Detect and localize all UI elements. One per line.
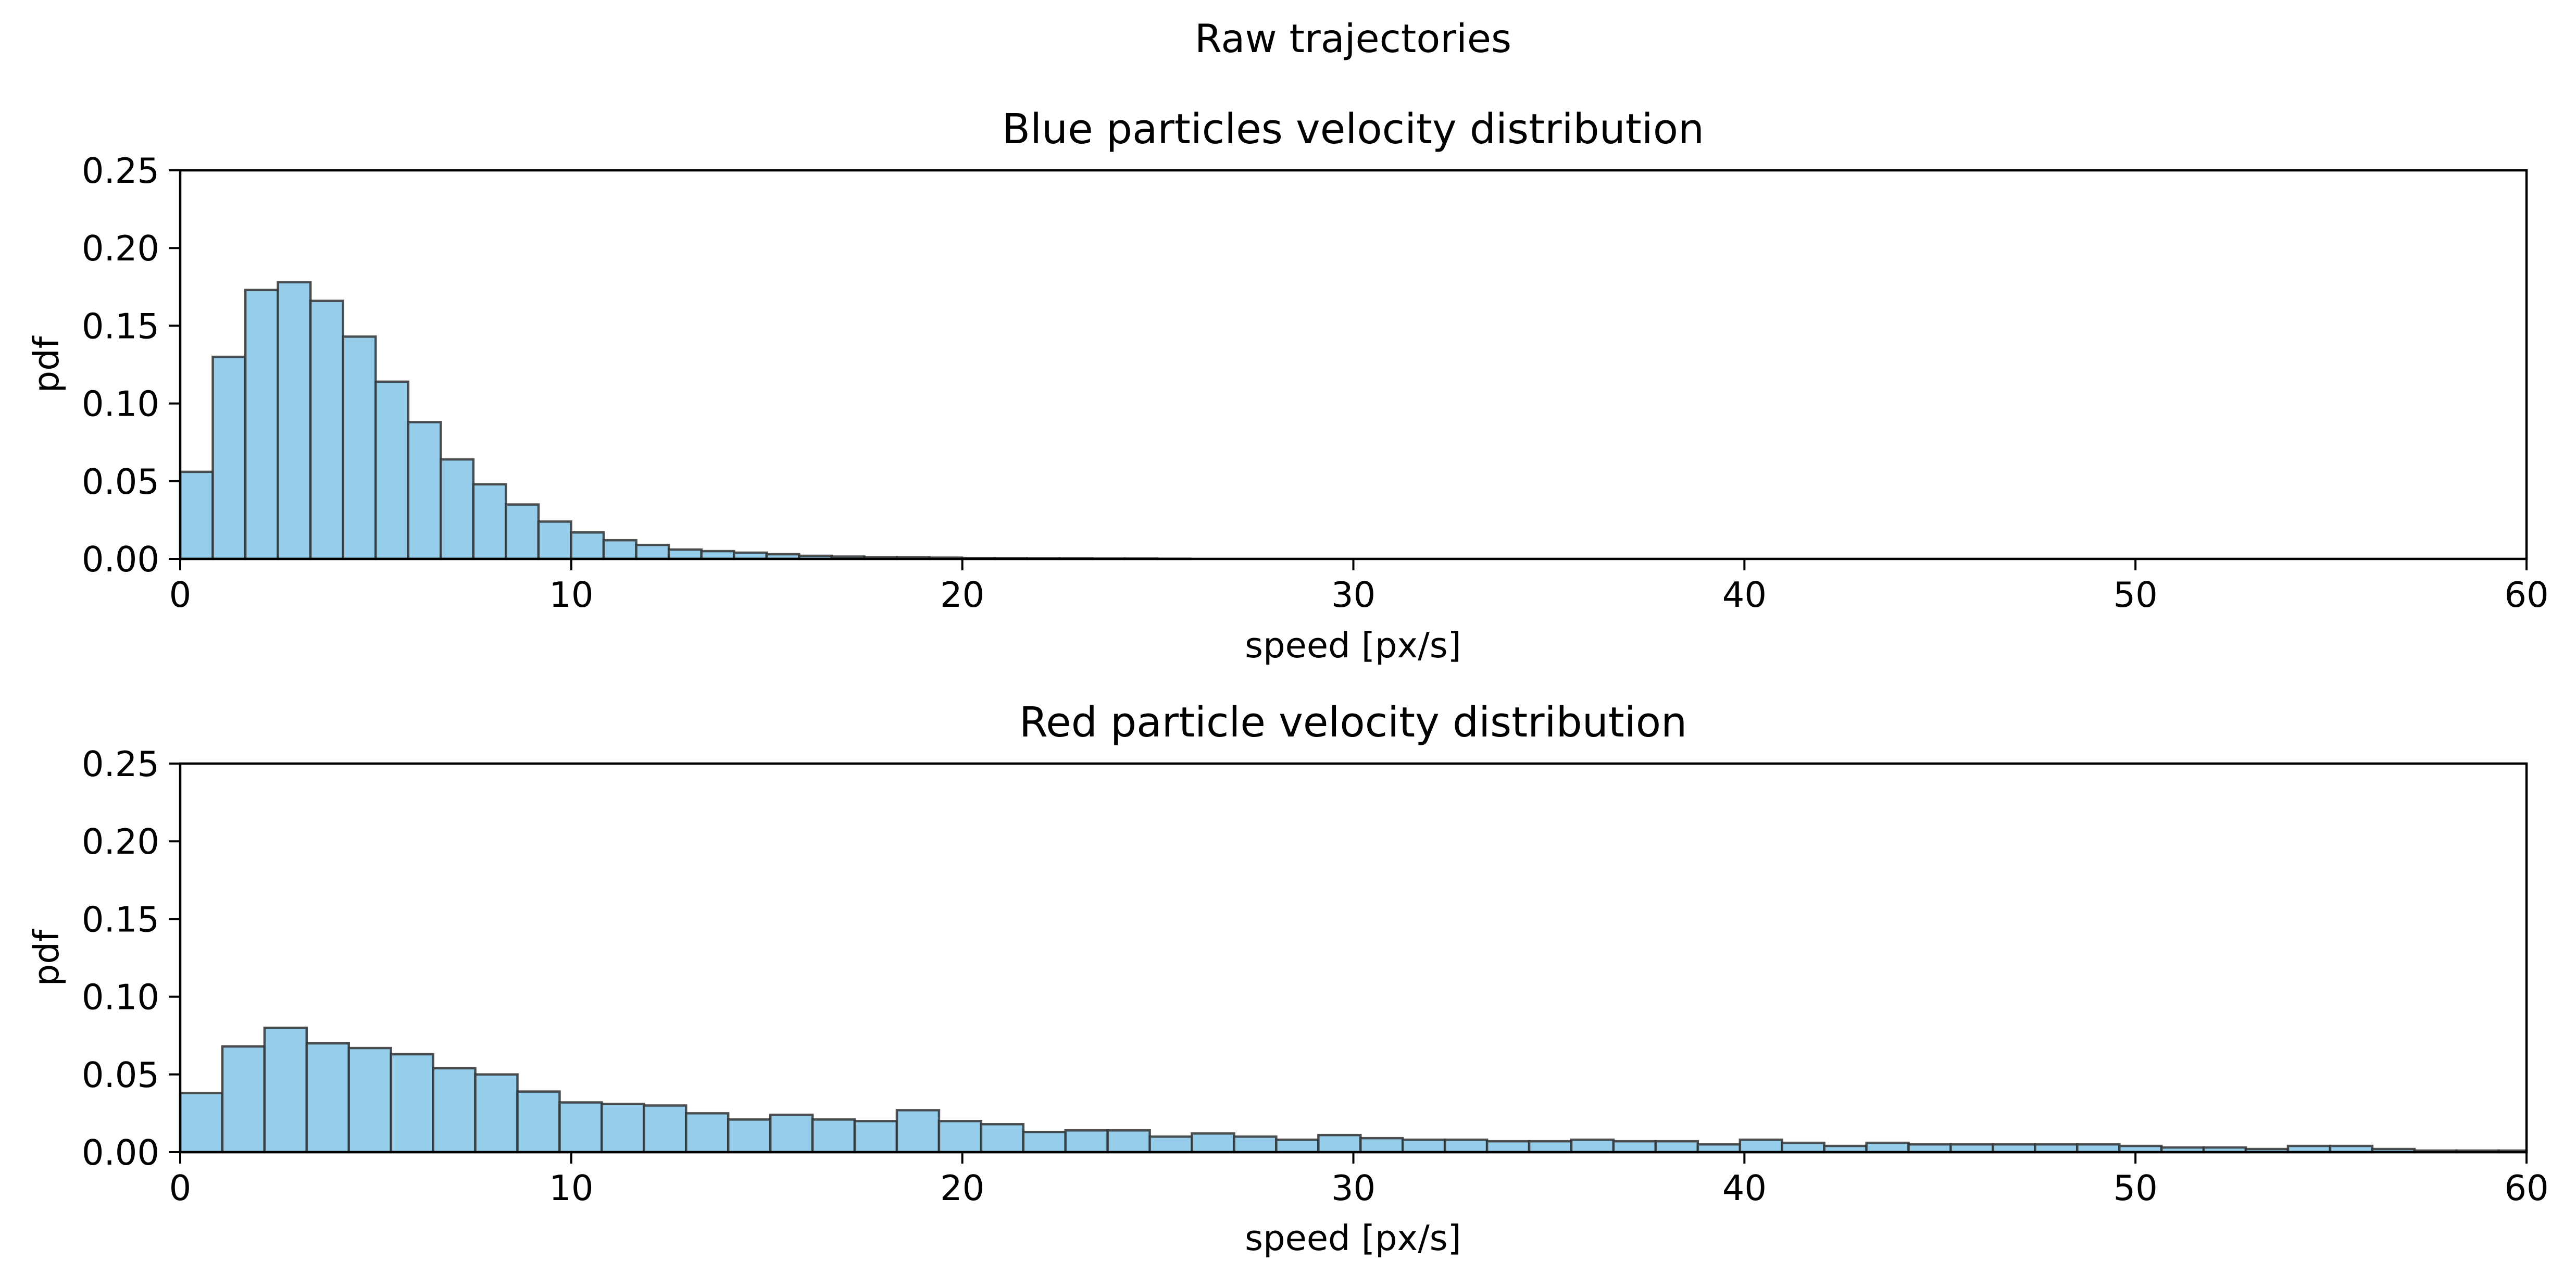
histogram-bar (516, 1090, 561, 1154)
y-tick-label: 0.20 (82, 821, 159, 862)
x-axis-ticks: 0 10 20 30 40 50 60 (169, 559, 2549, 615)
figure-suptitle: Raw trajectories (1195, 16, 1511, 61)
histogram-bar (1233, 1135, 1278, 1154)
x-tick-label: 0 (169, 575, 192, 615)
histogram-bar (407, 421, 442, 560)
y-axis-ticks: 0.00 0.05 0.10 0.15 0.20 0.25 (82, 151, 180, 580)
histogram-bar (1022, 1130, 1067, 1154)
histogram-bar (1485, 1140, 1531, 1154)
histogram-bar (244, 289, 279, 560)
histogram-bar (1739, 1138, 1783, 1154)
x-tick-label: 10 (549, 1168, 593, 1208)
x-tick-label: 0 (169, 1168, 192, 1208)
y-tick-label: 0.00 (82, 1132, 159, 1173)
histogram-bar (440, 458, 475, 560)
histogram-bar (1148, 1135, 1193, 1154)
histogram-bar (342, 335, 377, 560)
histogram-bar (1528, 1140, 1573, 1154)
histogram-bar (1359, 1137, 1404, 1154)
histogram-bar (221, 1045, 266, 1154)
histogram-bar (1191, 1132, 1235, 1154)
y-tick-label: 0.15 (82, 306, 159, 346)
bars (179, 1027, 2528, 1154)
x-tick-label: 10 (549, 575, 593, 615)
x-tick-label: 60 (2504, 1168, 2548, 1208)
histogram-bar (811, 1118, 856, 1154)
y-tick-label: 0.05 (82, 1055, 159, 1095)
histogram-bar (980, 1123, 1025, 1154)
histogram-bar (1570, 1138, 1615, 1154)
histogram-bar (309, 299, 344, 560)
histogram-bar (1654, 1140, 1699, 1154)
histogram-bar (305, 1042, 351, 1154)
histogram-bar (602, 539, 637, 560)
y-tick-label: 0.05 (82, 461, 159, 502)
x-tick-label: 20 (940, 575, 984, 615)
y-axis-label: pdf (26, 335, 67, 393)
histogram-bar (727, 1118, 772, 1154)
histogram-bar (1106, 1129, 1151, 1154)
histogram-bar (474, 1073, 519, 1154)
histogram-bar (601, 1103, 645, 1154)
histogram-bar (667, 548, 703, 560)
x-tick-label: 50 (2114, 575, 2158, 615)
histogram-bar (347, 1046, 392, 1154)
histogram-bar (1781, 1141, 1825, 1154)
y-axis-label: pdf (26, 929, 67, 986)
histogram-bar (537, 520, 572, 560)
histogram-bar (1064, 1129, 1109, 1154)
histogram-bar (1865, 1141, 1910, 1154)
x-tick-label: 20 (940, 1168, 984, 1208)
histogram-bar (277, 281, 312, 560)
histogram-bar (1317, 1133, 1362, 1154)
histogram-bar (685, 1112, 730, 1154)
x-axis-label: speed [px/s] (1245, 625, 1461, 666)
histogram-bar (179, 1092, 224, 1154)
y-axis-ticks: 0.00 0.05 0.10 0.15 0.20 0.25 (82, 744, 180, 1173)
x-axis-label: speed [px/s] (1245, 1218, 1461, 1258)
y-tick-label: 0.00 (82, 539, 159, 580)
histogram-bar (263, 1027, 308, 1154)
histogram-bar (1612, 1140, 1657, 1154)
histogram-bar (390, 1053, 434, 1154)
y-tick-label: 0.10 (82, 384, 159, 424)
histogram-bar (643, 1104, 687, 1154)
histogram-bar (211, 355, 247, 560)
histogram-bar (570, 531, 605, 560)
chart-title: Red particle velocity distribution (1019, 698, 1687, 746)
blue-particles-histogram: Blue particles velocity distribution 0 10… (26, 105, 2549, 666)
x-tick-label: 50 (2114, 1168, 2158, 1208)
histogram-bar (505, 503, 540, 560)
histogram-bar (937, 1120, 983, 1154)
histogram-bar (635, 543, 670, 560)
y-tick-label: 0.25 (82, 151, 159, 191)
histogram-bar (769, 1114, 814, 1154)
y-tick-label: 0.15 (82, 899, 159, 940)
y-tick-label: 0.25 (82, 744, 159, 784)
histogram-bar (472, 483, 507, 560)
chart-title: Blue particles velocity distribution (1002, 105, 1704, 153)
histogram-bar (1402, 1138, 1446, 1154)
y-tick-label: 0.10 (82, 977, 159, 1018)
histogram-bar (853, 1120, 898, 1154)
y-tick-label: 0.20 (82, 228, 159, 269)
histogram-bar (374, 380, 410, 560)
x-tick-label: 60 (2504, 575, 2548, 615)
x-tick-label: 40 (1722, 1168, 1767, 1208)
histogram-bar (895, 1109, 941, 1154)
histogram-bar (558, 1101, 603, 1154)
x-tick-label: 30 (1331, 1168, 1375, 1208)
histogram-bar (179, 470, 214, 560)
x-tick-label: 40 (1722, 575, 1767, 615)
bars (179, 281, 1192, 560)
x-tick-label: 30 (1331, 575, 1375, 615)
red-particle-histogram: Red particle velocity distribution 0 10 20… (26, 698, 2549, 1258)
histogram-bar (1443, 1138, 1489, 1154)
x-axis-ticks: 0 10 20 30 40 50 60 (169, 1152, 2549, 1208)
histogram-bar (1275, 1138, 1320, 1154)
histogram-bar (432, 1067, 477, 1154)
